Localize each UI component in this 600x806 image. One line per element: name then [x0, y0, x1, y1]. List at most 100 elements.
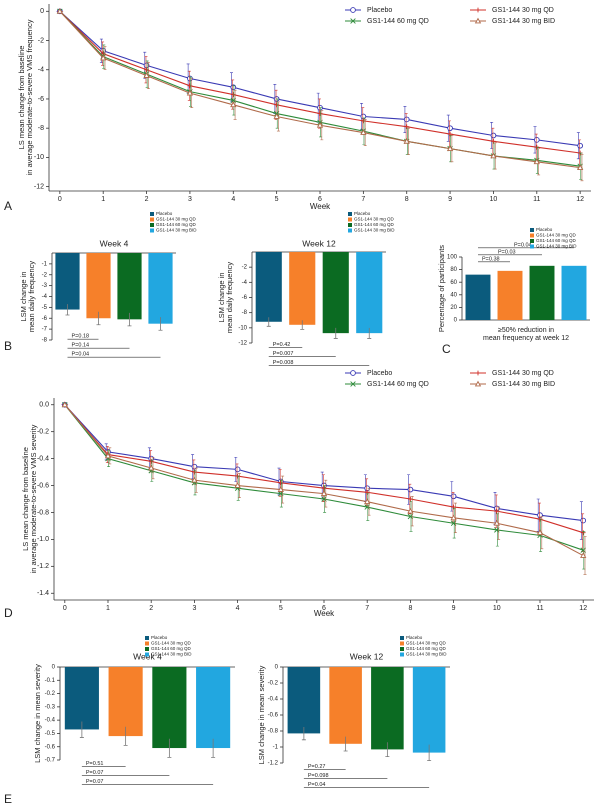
point	[490, 152, 497, 159]
x-tick-label: 8	[405, 196, 409, 203]
bar	[329, 667, 362, 744]
y-tick-label: -12	[34, 183, 44, 190]
point	[273, 113, 280, 119]
chart-title: Week 12	[350, 651, 384, 661]
p-value: P=0.38	[482, 256, 500, 262]
legend-label: Placebo	[354, 211, 371, 216]
y-tick-label: -1.2	[37, 563, 49, 570]
x-axis-label: mean frequency at week 12	[483, 335, 569, 342]
bar	[465, 274, 491, 320]
x-tick-label: 3	[192, 605, 196, 612]
point	[580, 517, 587, 524]
p-value: P=0.04	[308, 782, 326, 788]
legend-swatch	[400, 636, 404, 640]
legend-label: GS1-144 30 mg QD	[156, 217, 197, 222]
p-value: P=0.14	[72, 343, 90, 349]
y-tick-label: -3	[42, 283, 48, 289]
panel-letter: B	[4, 339, 12, 353]
legend-label: GS1-144 30 mg QD	[492, 7, 554, 14]
y-tick-label: -8	[242, 310, 248, 316]
x-tick-label: 7	[365, 605, 369, 612]
y-tick-label: -2	[38, 37, 44, 44]
y-axis-label: LS mean change from baseline	[21, 447, 30, 551]
error-bar	[167, 738, 172, 758]
y-axis-label: LSM change in mean severity	[257, 665, 266, 764]
bar	[322, 252, 349, 334]
y-tick-label: -0.6	[268, 713, 279, 719]
bar	[561, 265, 587, 320]
y-tick-label: 0	[454, 318, 458, 324]
point	[360, 129, 367, 135]
panel-letter: E	[4, 792, 12, 806]
legend-swatch	[150, 212, 154, 216]
legend-swatch	[530, 233, 534, 238]
y-tick-label: -12	[238, 341, 247, 347]
x-tick-label: 2	[145, 196, 149, 203]
legend-label: Placebo	[536, 227, 553, 232]
error-bar	[427, 744, 432, 761]
x-tick-label: 3	[188, 196, 192, 203]
y-tick-label: -0.2	[37, 429, 49, 436]
x-tick-label: 6	[318, 196, 322, 203]
legend-label: GS1-144 60 mg QD	[354, 222, 395, 227]
legend-label: GS1-144 60 mg QD	[367, 18, 429, 25]
legend-swatch	[145, 636, 149, 640]
y-tick-label: -0.2	[45, 691, 56, 697]
y-tick-label: -1.2	[268, 761, 279, 767]
y-tick-label: -8	[38, 125, 44, 132]
legend-swatch	[150, 217, 154, 222]
error-bar	[367, 327, 372, 339]
point	[61, 401, 68, 408]
y-axis-label: LSM change in	[217, 272, 226, 322]
y-tick-label: -6	[38, 96, 44, 103]
y-tick-label: -0.6	[45, 744, 56, 750]
legend-swatch	[150, 228, 154, 233]
point	[447, 125, 453, 132]
legend-marker	[475, 370, 481, 376]
bar	[255, 252, 282, 322]
point	[446, 145, 454, 152]
x-tick-label: 9	[448, 196, 452, 203]
legend-label: GS1-144 30 mg QD	[406, 641, 447, 646]
point	[536, 529, 544, 536]
legend-label: GS1-144 30 mg BID	[406, 652, 447, 657]
legend-label: GS1-144 30 mg BID	[151, 652, 192, 657]
x-tick-label: 6	[322, 605, 326, 612]
x-axis-label: ≥50% reduction in	[498, 327, 554, 334]
y-tick-label: 60	[450, 280, 457, 286]
point	[493, 519, 500, 526]
point	[364, 498, 371, 505]
point	[577, 142, 584, 149]
bar	[497, 270, 523, 320]
y-axis-label: LSM change in	[19, 271, 28, 321]
legend-swatch	[348, 223, 352, 227]
p-value: P=0.07	[86, 779, 104, 785]
point	[100, 54, 107, 61]
bar	[108, 667, 143, 737]
point	[143, 72, 150, 78]
bar	[371, 667, 404, 750]
y-tick-label: -7	[42, 327, 48, 333]
legend-swatch	[530, 228, 534, 232]
point	[576, 164, 584, 170]
y-tick-label: -10	[34, 154, 44, 161]
series-line	[59, 10, 581, 169]
x-tick-label: 4	[231, 196, 235, 203]
legend-label: GS1-144 30 mg BID	[492, 381, 555, 388]
point	[533, 137, 540, 143]
y-tick-label: -10	[238, 325, 247, 331]
y-axis-label: mean daily frequency	[27, 261, 36, 333]
y-tick-label: -1	[42, 261, 48, 267]
y-tick-label: -4	[242, 280, 248, 286]
legend-label: Placebo	[367, 370, 392, 377]
point	[104, 452, 112, 459]
legend-label: GS1-144 30 mg QD	[536, 233, 577, 238]
x-tick-label: 0	[63, 605, 67, 612]
legend-label: GS1-144 30 mg QD	[492, 370, 554, 377]
x-tick-label: 11	[536, 605, 543, 612]
x-tick-label: 7	[361, 196, 365, 203]
legend-swatch	[348, 212, 352, 216]
point	[234, 482, 241, 488]
y-tick-label: -0.7	[45, 758, 56, 764]
